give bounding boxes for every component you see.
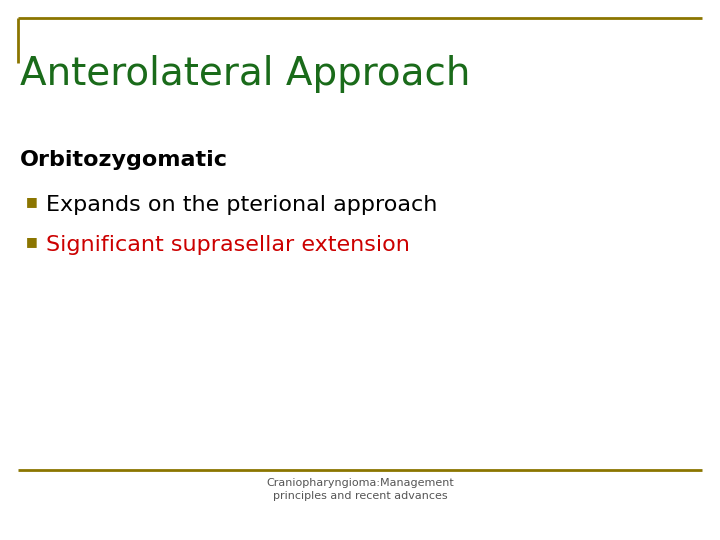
Text: Craniopharyngioma:Management
principles and recent advances: Craniopharyngioma:Management principles … (266, 478, 454, 501)
Text: Expands on the pterional approach: Expands on the pterional approach (46, 195, 437, 215)
Text: ■: ■ (26, 195, 37, 208)
Text: ■: ■ (26, 235, 37, 248)
Text: Significant suprasellar extension: Significant suprasellar extension (46, 235, 410, 255)
Text: Anterolateral Approach: Anterolateral Approach (20, 55, 470, 93)
Text: Orbitozygomatic: Orbitozygomatic (20, 150, 228, 170)
